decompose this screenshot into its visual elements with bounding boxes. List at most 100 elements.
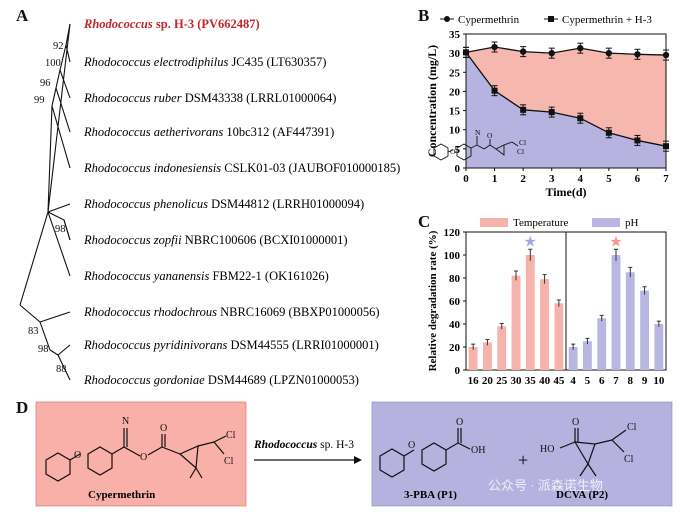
svg-text:O: O — [572, 417, 579, 428]
point-cypermethrin — [605, 49, 613, 57]
x-tick-label: 16 — [468, 375, 480, 387]
point-cypermethrin-h3 — [520, 106, 527, 113]
svg-text:O: O — [487, 131, 493, 140]
point-cypermethrin-h3 — [577, 115, 584, 122]
leaf-2: Rhodococcus ruber DSM43338 (LRRL01000064… — [83, 91, 336, 105]
panel-d-scheme: O N O O Cl Cl Cypermethrin Rhodococcus s… — [35, 401, 673, 507]
bar-temperature-40 — [540, 279, 549, 370]
legend-circle-marker — [444, 16, 450, 22]
x-tick-label: 5 — [585, 375, 591, 387]
fill-between-series — [466, 47, 666, 147]
bar-temperature-45 — [554, 303, 564, 370]
y-tick-label: 60 — [449, 296, 461, 308]
bar-ph-7 — [611, 255, 621, 370]
point-cypermethrin-h3 — [605, 129, 612, 136]
leaf-7: Rhodococcus yananensis FBM22-1 (OK161026… — [83, 269, 329, 283]
product2-name: DCVA (P2) — [556, 489, 608, 501]
y-tick-label: 15 — [449, 106, 461, 118]
point-cypermethrin — [519, 48, 527, 55]
series-line-0 — [465, 46, 667, 56]
cypermethrin-inset-structure — [433, 136, 519, 161]
panel-a-label: A — [16, 6, 29, 25]
x-tick-label: 8 — [628, 375, 634, 387]
y-tick-label: 0 — [455, 365, 461, 377]
svg-text:O: O — [408, 440, 415, 451]
y-tick-label: 120 — [444, 227, 461, 239]
dcva-structure — [559, 428, 627, 477]
bootstrap-83: 83 — [28, 326, 39, 337]
svg-text:O: O — [456, 417, 463, 428]
fill-under-series — [466, 52, 666, 168]
svg-text:Cl: Cl — [519, 138, 526, 147]
x-tick-label: 20 — [482, 375, 494, 387]
bar-temperature-20 — [483, 342, 492, 370]
svg-text:O: O — [450, 147, 456, 156]
leaf-4: Rhodococcus indonesiensis CSLK01-03 (JAU… — [83, 161, 400, 175]
panel-c-label: C — [418, 212, 431, 231]
x-tick-label: 0 — [463, 173, 469, 185]
bar-ph-8 — [625, 272, 635, 370]
leaf-10: Rhodococcus gordoniae DSM44689 (LPZN0100… — [83, 373, 359, 387]
y-tick-label: 20 — [449, 86, 461, 98]
bootstrap-98b: 98 — [38, 344, 49, 355]
x-tick-label: 1 — [492, 173, 498, 185]
plus-sign: + — [518, 450, 528, 470]
svg-text:Cl: Cl — [226, 430, 236, 441]
svg-text:N: N — [122, 416, 129, 427]
x-axis-label: Time(d) — [545, 185, 586, 199]
leaf-8: Rhodococcus rhodochrous NBRC16069 (BBXP0… — [83, 305, 380, 319]
legend-cypermethrin: Cypermethrin — [458, 14, 520, 26]
x-tick-label: 30 — [511, 375, 523, 387]
x-tick-label: 3 — [549, 173, 555, 185]
x-tick-label: 35 — [525, 375, 537, 387]
point-cypermethrin — [634, 51, 641, 58]
point-cypermethrin-h3 — [634, 137, 641, 144]
phylogenetic-tree: 92 100 96 99 98 83 98 88 Rhodococcus sp.… — [19, 17, 400, 387]
x-tick-label: 9 — [642, 375, 648, 387]
y-tick-label: 100 — [444, 250, 461, 262]
svg-text:Cl: Cl — [624, 454, 634, 465]
y-tick-label: 25 — [449, 67, 461, 79]
bar-temperature-25 — [497, 326, 507, 370]
svg-text:O: O — [160, 423, 167, 434]
y-tick-label: 30 — [449, 48, 461, 60]
point-cypermethrin — [548, 49, 555, 57]
panel-d-label: D — [16, 398, 29, 417]
bar-ph-4 — [568, 347, 578, 370]
chart-c-legend: Temperature pH — [480, 217, 639, 229]
svg-text:Cl: Cl — [627, 422, 637, 433]
bootstrap-100: 100 — [45, 58, 61, 69]
point-cypermethrin-h3 — [491, 87, 498, 94]
x-tick-label: 5 — [606, 173, 612, 185]
legend-cypermethrin-h3: Cypermethrin + H-3 — [562, 14, 652, 26]
chart-b-legend: Cypermethrin Cypermethrin + H-3 — [440, 14, 652, 26]
bootstrap-98a: 98 — [55, 224, 66, 235]
x-tick-label: 7 — [663, 173, 669, 185]
leaf-1: Rhodococcus electrodiphilus JC435 (LT630… — [83, 55, 326, 69]
x-tick-label: 45 — [553, 375, 565, 387]
point-cypermethrin-h3 — [463, 49, 469, 56]
cypermethrin-structure — [45, 428, 227, 482]
panel-b-line-chart: Cypermethrin Cypermethrin + H-3 0 5 10 15 20… — [425, 14, 669, 199]
svg-text:HO: HO — [540, 444, 554, 455]
bootstrap-96: 96 — [40, 78, 51, 89]
bar-ph-6 — [597, 318, 607, 370]
tree-branches-lower — [19, 304, 71, 381]
point-cypermethrin-h3 — [663, 143, 669, 150]
y-tick-label: 35 — [449, 29, 461, 41]
panel-c-bar-chart: Temperature pH 0 20 40 60 80 100 120 Relative d… — [427, 217, 667, 387]
svg-text:N: N — [475, 128, 481, 137]
reaction-arrowhead — [354, 456, 362, 464]
y-tick-label: 10 — [449, 125, 461, 137]
point-cypermethrin-h3 — [548, 109, 555, 116]
chart-b-frame — [465, 33, 667, 169]
point-cypermethrin — [491, 43, 498, 51]
svg-text:O: O — [74, 450, 81, 461]
bootstrap-88: 88 — [56, 364, 67, 375]
svg-text:OH: OH — [471, 445, 485, 456]
x-tick-label: 25 — [496, 375, 508, 387]
x-tick-label: 2 — [520, 173, 526, 185]
substrate-box — [35, 401, 247, 507]
series-line-1 — [465, 51, 667, 147]
point-cypermethrin — [577, 44, 584, 52]
